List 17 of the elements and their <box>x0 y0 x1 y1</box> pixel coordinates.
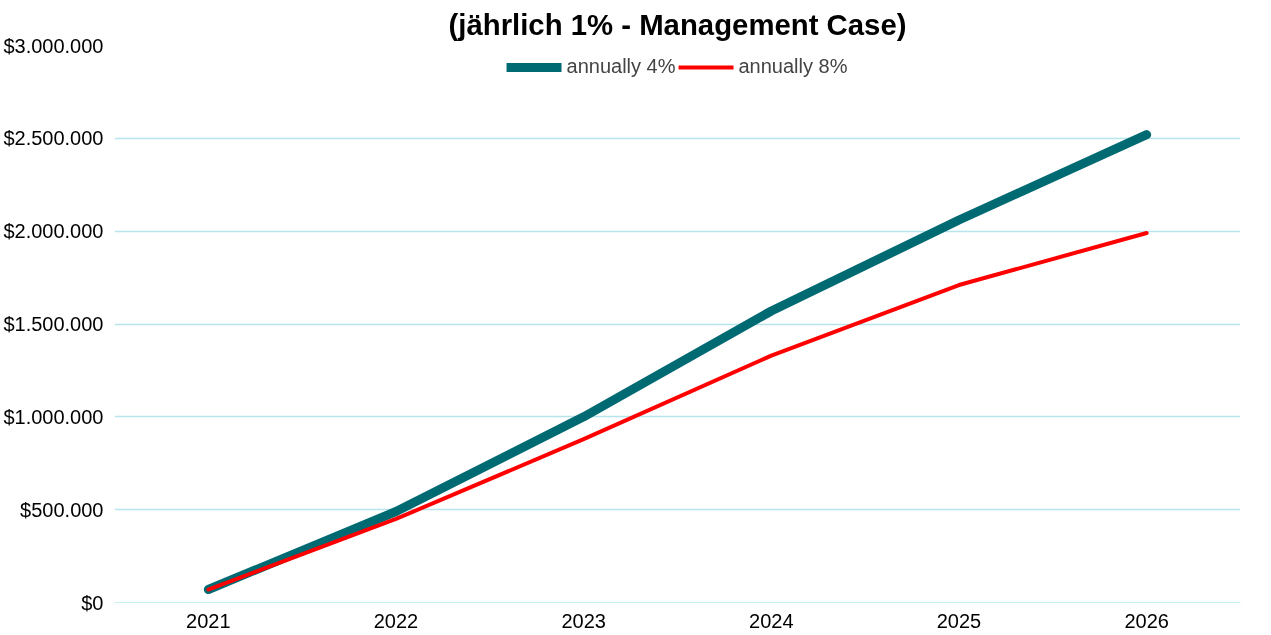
y-tick-label: $2.500.000 <box>3 127 104 150</box>
legend-label: annually 8% <box>738 55 848 78</box>
chart-title: (jährlich 1% - Management Case) <box>448 7 907 41</box>
y-tick-label: $1.000.000 <box>3 405 104 428</box>
y-tick-label: $2.000.000 <box>3 220 104 243</box>
x-tick-label: 2022 <box>373 609 419 632</box>
x-tick-label: 2021 <box>186 609 231 632</box>
x-tick-label: 2025 <box>936 609 982 632</box>
x-tick-label: 2023 <box>561 609 606 632</box>
y-tick-label: $3.000.000 <box>3 34 104 57</box>
x-tick-label: 2026 <box>1124 609 1169 632</box>
y-tick-label: $0 <box>81 591 104 614</box>
legend-label: annually 4% <box>566 55 676 78</box>
x-tick-label: 2024 <box>749 609 794 632</box>
y-tick-label: $500.000 <box>20 498 104 521</box>
line-series <box>206 231 1149 592</box>
y-tick-label: $1.500.000 <box>3 313 104 335</box>
